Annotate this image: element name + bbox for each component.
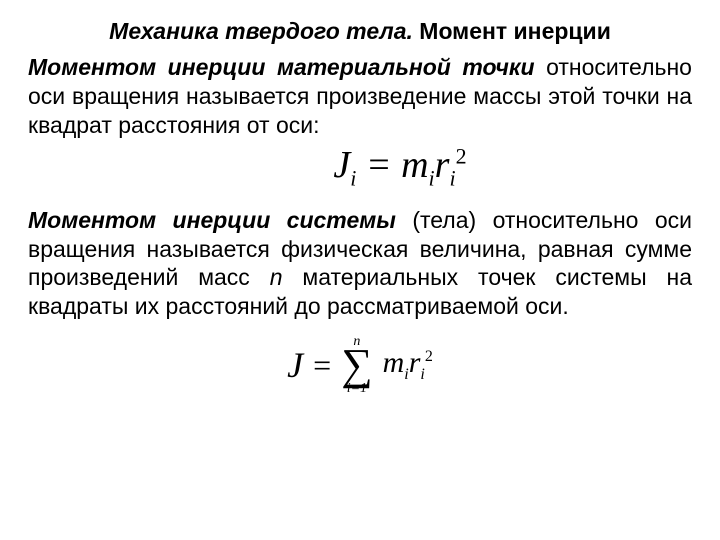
formula-2: J = n ∑ i=1 miri2 <box>287 335 433 396</box>
paragraph-2: Моментом инерции системы (тела) относите… <box>28 206 692 321</box>
sigma-block: n ∑ i=1 <box>341 335 372 396</box>
slide-title: Механика твердого тела. Момент инерции <box>28 18 692 45</box>
title-italic-part: Механика твердого тела. <box>109 18 413 44</box>
f1-sup-2: 2 <box>456 144 467 169</box>
f2-sub-i2: i <box>420 366 424 383</box>
formula-2-block: J = n ∑ i=1 miri2 <box>28 335 692 396</box>
f1-m: m <box>401 144 428 186</box>
f1-r: r <box>435 144 450 186</box>
sigma-symbol: ∑ <box>341 347 372 382</box>
para2-lead: Моментом инерции системы <box>28 207 396 233</box>
f1-eq: = <box>356 144 401 186</box>
f2-term: miri2 <box>383 346 433 384</box>
paragraph-1: Моментом инерции материальной точки отно… <box>28 53 692 139</box>
para2-n: n <box>270 264 283 290</box>
f1-J: J <box>333 144 350 186</box>
title-plain-part: Момент инерции <box>413 18 611 44</box>
f2-r: r <box>409 346 421 379</box>
formula-1: Ji = miri2 <box>333 143 466 192</box>
f1-sub-i3: i <box>449 166 455 191</box>
f2-m: m <box>383 346 405 379</box>
para1-lead: Моментом инерции материальной точки <box>28 54 535 80</box>
para2-tela: (тела) <box>396 207 476 233</box>
f2-eq: = <box>313 347 331 384</box>
f2-J: J <box>287 344 303 386</box>
formula-1-block: Ji = miri2 <box>28 143 692 192</box>
sigma-bottom: i=1 <box>347 382 367 396</box>
f2-sup-2: 2 <box>425 348 433 365</box>
